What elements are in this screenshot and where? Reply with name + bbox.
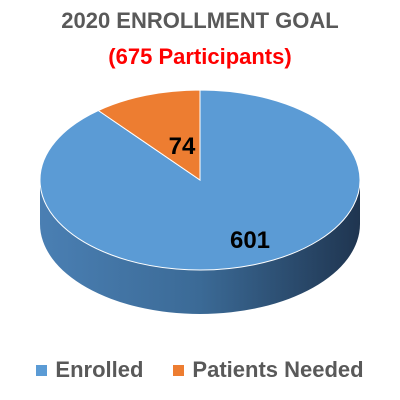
legend-label-patients-needed: Patients Needed bbox=[192, 357, 364, 382]
legend-item-enrolled: Enrolled bbox=[36, 357, 143, 383]
pie-slice-patients-needed bbox=[97, 89, 201, 181]
legend-swatch-enrolled bbox=[36, 364, 48, 376]
chart-subtitle: (675 Participants) bbox=[108, 44, 292, 69]
chart-title: 2020 ENROLLMENT GOAL bbox=[61, 8, 339, 33]
data-label-patients-needed: 74 bbox=[169, 133, 196, 160]
pie-side-enrolled bbox=[40, 180, 360, 314]
legend-label-enrolled: Enrolled bbox=[55, 357, 144, 382]
legend-item-patients-needed: Patients Needed bbox=[173, 357, 364, 383]
pie-chart: 601 74 bbox=[39, 89, 361, 314]
legend-swatch-patients-needed bbox=[173, 364, 185, 376]
data-label-enrolled: 601 bbox=[230, 227, 270, 254]
chart-legend: Enrolled Patients Needed bbox=[0, 357, 400, 383]
